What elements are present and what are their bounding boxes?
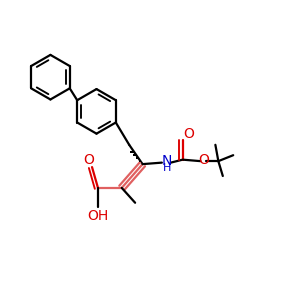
- Text: H: H: [163, 163, 171, 173]
- Text: O: O: [84, 153, 94, 167]
- Text: O: O: [183, 128, 194, 141]
- Text: O: O: [199, 153, 209, 167]
- Text: N: N: [162, 154, 172, 168]
- Text: OH: OH: [87, 208, 109, 223]
